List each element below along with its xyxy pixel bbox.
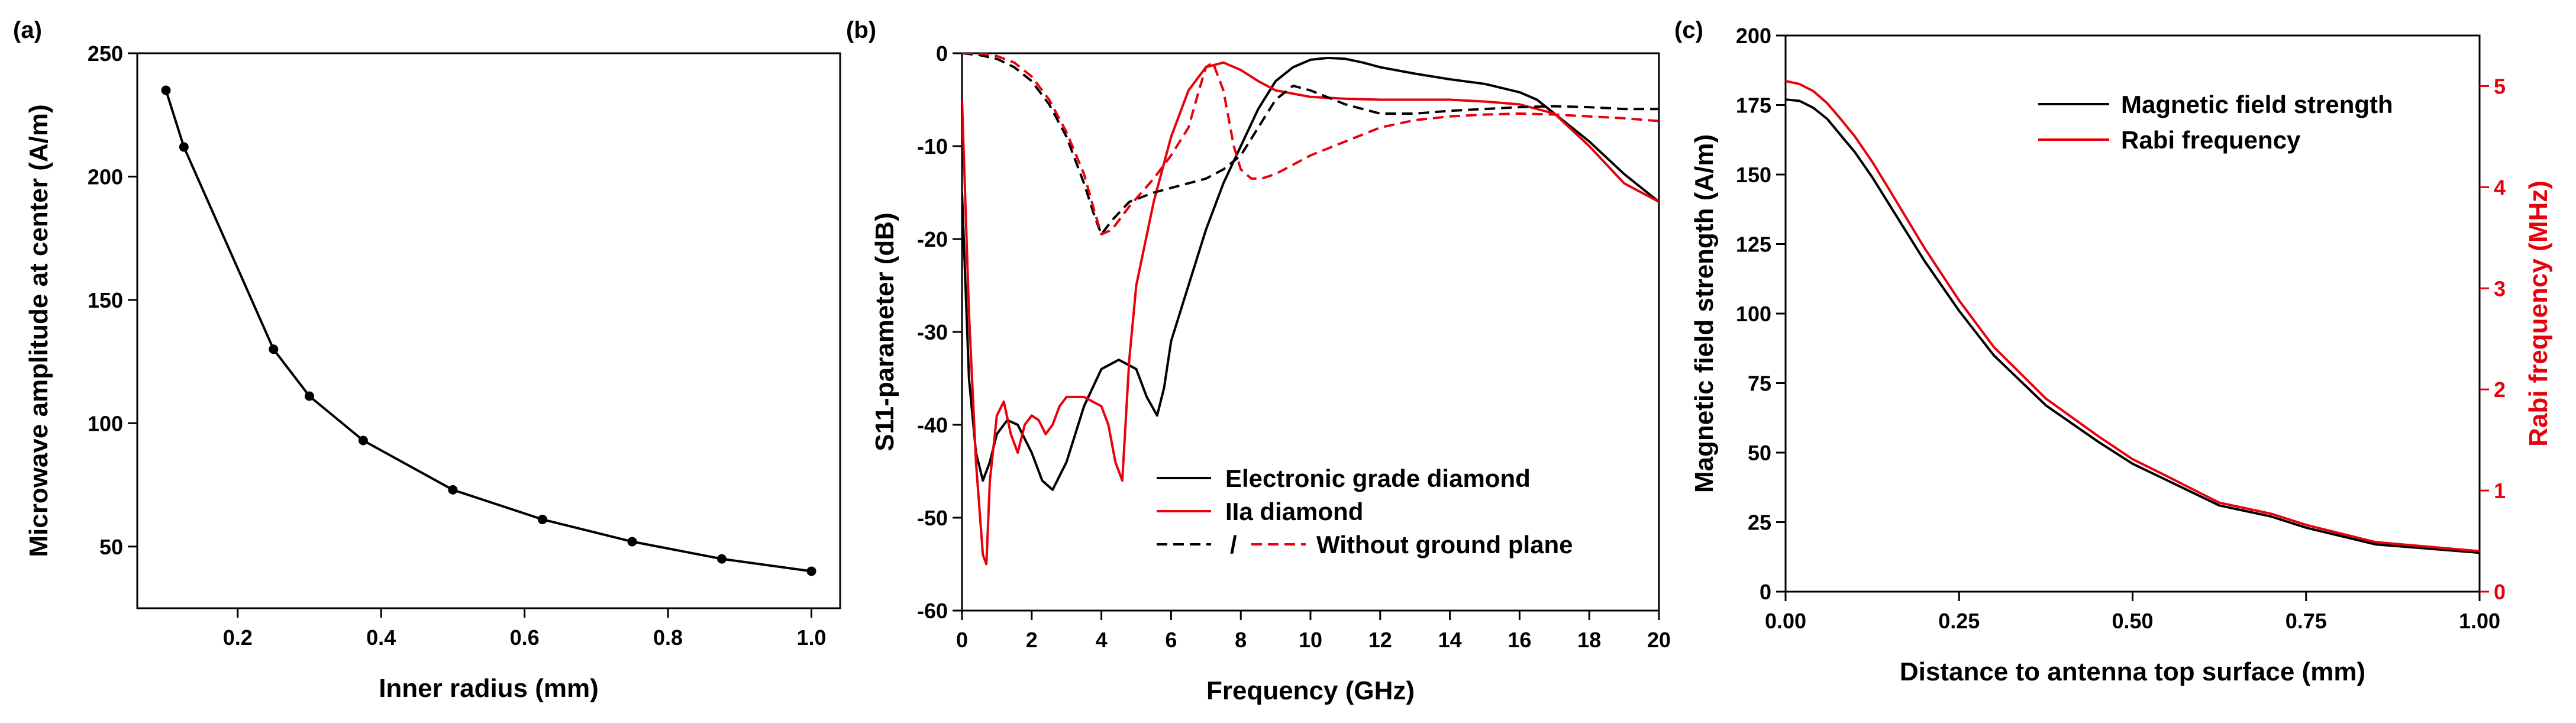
y-axis-title: Microwave amplitude at center (A/m) <box>24 104 53 557</box>
y-right-tick-label: 1 <box>2494 479 2506 503</box>
y-tick-label: 0 <box>936 41 948 66</box>
y-tick-label: 175 <box>1736 93 1771 118</box>
y-tick-label: 125 <box>1736 233 1771 257</box>
y-tick-label: 50 <box>1748 441 1771 465</box>
y-tick-label: 100 <box>1736 302 1771 326</box>
y-right-tick-label: 5 <box>2494 74 2506 98</box>
series-iia-no-ground <box>962 53 1659 236</box>
series-rabi-frequency <box>1785 79 2480 553</box>
x-tick-label: 10 <box>1299 628 1322 652</box>
y-axis-title: Magnetic field strength (A/m) <box>1690 134 1719 493</box>
x-tick-label: 18 <box>1577 628 1601 652</box>
y-right-tick-label: 4 <box>2494 175 2506 199</box>
y-tick-label: 100 <box>88 411 123 435</box>
y-tick-label: -30 <box>917 320 948 344</box>
x-axis-title: Frequency (GHz) <box>1206 676 1415 705</box>
series-electronic-no-ground <box>962 53 1659 236</box>
x-tick-label: 0.2 <box>223 625 253 650</box>
x-tick-label: 0.8 <box>653 625 683 650</box>
y-tick-label: -50 <box>917 506 948 530</box>
y-tick-label: 200 <box>88 164 123 189</box>
chart-panel-a: (a) 0.2 0.4 0.6 0.8 1.0 50 100 150 200 250 Inner ra… <box>13 17 841 703</box>
y-tick-label: 200 <box>1736 24 1771 48</box>
y-tick-label: -60 <box>917 599 948 623</box>
legend-label-electronic: Electronic grade diamond <box>1225 464 1531 492</box>
x-tick-label: 0.50 <box>2112 609 2153 633</box>
x-tick-label: 0.25 <box>1938 609 1980 633</box>
x-tick-label: 4 <box>1096 628 1108 652</box>
x-tick-label: 0.00 <box>1765 609 1806 633</box>
panel-label: (c) <box>1674 17 1703 43</box>
data-point <box>627 537 637 547</box>
y-tick-label: -40 <box>917 413 948 437</box>
y-right-tick-label: 3 <box>2494 276 2506 301</box>
y-right-axis-title: Rabi frequency (MHz) <box>2524 180 2553 447</box>
y-tick-label: 25 <box>1748 511 1771 535</box>
y-tick-label: -20 <box>917 227 948 251</box>
y-right-tick-label: 2 <box>2494 377 2506 402</box>
x-tick-label: 14 <box>1438 628 1462 652</box>
plot-frame <box>1784 34 2481 593</box>
data-point <box>161 85 171 95</box>
data-point <box>358 435 368 446</box>
legend-label-rabi: Rabi frequency <box>2121 126 2301 154</box>
data-point <box>537 514 547 524</box>
x-tick-label: 1.0 <box>796 625 826 650</box>
series-magnetic-field <box>1785 98 2480 554</box>
legend: Magnetic field strength Rabi frequency <box>2038 91 2393 154</box>
x-axis-title: Distance to antenna top surface (mm) <box>1900 657 2365 686</box>
panel-label: (b) <box>846 17 876 43</box>
y-tick-label: 0 <box>1760 580 1771 604</box>
chart-panel-c: (c)0.00 0.25 0.50 0.75 1.0002550751001251501… <box>1674 17 2553 686</box>
series-line <box>164 89 812 573</box>
legend: Electronic grade diamond IIa diamond / With… <box>1157 464 1573 559</box>
chart-panel-b: (b) 0 2 4 6 8 10 12 14 16 18 20 -60 -50 -40 -30 -20 -10 0 F… <box>846 17 1671 705</box>
data-point <box>304 391 314 401</box>
y-right-tick-label: 0 <box>2494 580 2506 604</box>
y-tick-label: 150 <box>88 288 123 312</box>
plot-frame <box>136 52 841 609</box>
y-tick-label: 250 <box>88 41 123 66</box>
series-iia-diamond <box>962 61 1659 566</box>
y-tick-label: 150 <box>1736 163 1771 187</box>
legend-slash: / <box>1230 531 1237 559</box>
x-tick-label: 0.4 <box>366 625 396 650</box>
x-axis-title: Inner radius (mm) <box>379 674 599 703</box>
x-tick-label: 20 <box>1647 628 1671 652</box>
legend-label-iia: IIa diamond <box>1225 498 1363 525</box>
x-tick-label: 0 <box>956 628 968 652</box>
y-tick-label: 50 <box>99 535 123 559</box>
data-point <box>179 142 189 152</box>
panel-label: (a) <box>13 17 42 43</box>
series-electronic-grade <box>962 56 1659 491</box>
x-tick-label: 8 <box>1235 628 1247 652</box>
x-tick-label: 1.00 <box>2459 609 2500 633</box>
y-axis-title: S11-parameter (dB) <box>870 212 899 451</box>
series-microwave-amplitude <box>161 85 816 576</box>
x-tick-label: 12 <box>1368 628 1392 652</box>
data-point <box>716 554 727 564</box>
x-tick-label: 6 <box>1165 628 1177 652</box>
y-tick-label: 75 <box>1748 372 1771 396</box>
data-point <box>448 485 458 495</box>
data-point <box>269 344 279 354</box>
x-tick-label: 16 <box>1507 628 1531 652</box>
x-tick-label: 0.6 <box>510 625 540 650</box>
data-point <box>806 566 816 576</box>
legend-label-magnetic: Magnetic field strength <box>2121 91 2393 118</box>
x-tick-label: 2 <box>1026 628 1038 652</box>
legend-label-no-ground: Without ground plane <box>1316 531 1573 559</box>
y-tick-label: -10 <box>917 134 948 159</box>
x-tick-label: 0.75 <box>2286 609 2327 633</box>
